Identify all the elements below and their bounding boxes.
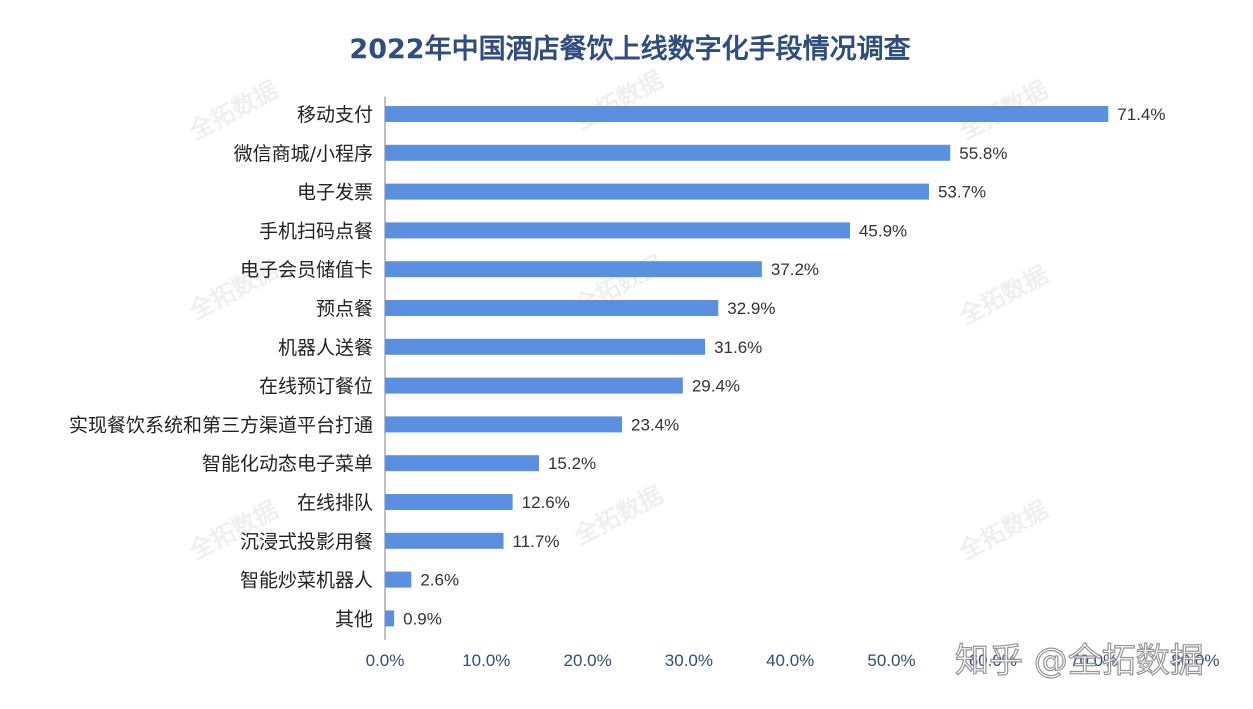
x-tick-label: 80.0% — [1171, 651, 1219, 670]
bar — [385, 106, 1109, 122]
bar — [385, 300, 719, 316]
bar — [385, 571, 412, 588]
bar-group — [385, 106, 1109, 627]
bar — [385, 610, 395, 627]
x-tick-label: 40.0% — [766, 651, 814, 670]
watermark-text: 全拓数据 — [954, 496, 1053, 566]
category-label: 沉浸式投影用餐 — [240, 531, 373, 553]
data-label: 2.6% — [420, 571, 459, 590]
category-label: 机器人送餐 — [278, 337, 373, 359]
footer-watermark: 知乎 @全拓数据 — [955, 641, 1204, 681]
category-label: 在线排队 — [297, 492, 373, 514]
bar — [385, 455, 539, 472]
x-tick-label: 50.0% — [867, 651, 915, 670]
data-label: 53.7% — [938, 183, 986, 202]
bar — [385, 338, 706, 355]
chart-title: 2022年中国酒店餐饮上线数字化手段情况调查 — [349, 33, 910, 65]
category-labels: 移动支付微信商城/小程序电子发票手机扫码点餐电子会员储值卡预点餐机器人送餐在线预… — [69, 104, 373, 630]
data-label: 12.6% — [522, 493, 570, 512]
bar — [385, 222, 850, 239]
category-label: 实现餐饮系统和第三方渠道平台打通 — [69, 414, 373, 436]
data-label: 11.7% — [513, 532, 560, 551]
category-label: 微信商城/小程序 — [234, 143, 373, 165]
watermark-text: 全拓数据 — [184, 76, 283, 146]
x-tick-label: 60.0% — [969, 651, 1017, 670]
category-label: 预点餐 — [316, 298, 373, 320]
x-tick-labels: 0.0% 10.0% 20.0% 30.0% 40.0% 50.0% 60.0% 70.0% 8… — [366, 651, 1220, 670]
data-label: 45.9% — [859, 221, 907, 240]
watermark-text: 全拓数据 — [954, 261, 1053, 331]
x-tick-label: 70.0% — [1070, 651, 1118, 670]
category-label: 智能化动态电子菜单 — [202, 453, 373, 475]
data-label: 23.4% — [631, 415, 679, 434]
bar — [385, 261, 762, 278]
data-label: 0.9% — [403, 609, 442, 628]
data-label: 31.6% — [714, 338, 762, 357]
value-labels: 71.4% 55.8% 53.7% 45.9% 37.2% 32.9% 31.6% 29.4%… — [403, 105, 1165, 628]
data-label: 15.2% — [548, 454, 596, 473]
bar — [385, 183, 929, 200]
x-tick-label: 30.0% — [665, 651, 713, 670]
watermark-text: 全拓数据 — [569, 66, 668, 136]
category-label: 电子发票 — [297, 182, 373, 204]
bar — [385, 144, 951, 161]
category-label: 移动支付 — [297, 104, 373, 126]
data-label: 37.2% — [771, 260, 819, 279]
category-label: 智能炒菜机器人 — [240, 570, 373, 592]
category-label: 其他 — [335, 608, 373, 630]
category-label: 手机扫码点餐 — [259, 220, 373, 242]
data-label: 29.4% — [692, 377, 740, 396]
data-label: 32.9% — [727, 299, 775, 318]
watermark-text: 全拓数据 — [569, 481, 668, 551]
x-tick-label: 0.0% — [366, 651, 405, 670]
x-tick-label: 20.0% — [563, 651, 611, 670]
bar — [385, 377, 683, 394]
bar — [385, 416, 623, 433]
x-tick-label: 10.0% — [462, 651, 510, 670]
data-label: 55.8% — [959, 144, 1007, 163]
data-label: 71.4% — [1117, 105, 1165, 124]
category-label: 电子会员储值卡 — [240, 259, 373, 281]
bar — [385, 532, 504, 549]
category-label: 在线预订餐位 — [259, 376, 373, 398]
bar — [385, 494, 513, 510]
